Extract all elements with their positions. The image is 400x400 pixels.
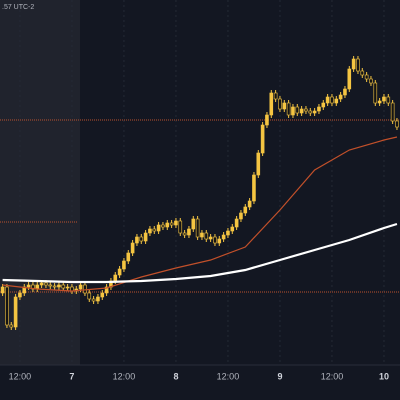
candle-body [373, 82, 378, 104]
candle-body [278, 98, 282, 110]
candle-body [395, 120, 399, 128]
candle-body [178, 220, 183, 234]
candle-body [5, 286, 9, 326]
candle-body [334, 98, 339, 104]
candle-body [360, 70, 365, 76]
candle-body [317, 106, 321, 112]
candle-body [330, 96, 334, 104]
candle-body [0, 286, 5, 294]
candle-body [104, 286, 109, 294]
x-tick-label: 10 [379, 371, 389, 381]
x-tick-label: 12:00 [217, 371, 240, 381]
candle-body [217, 238, 222, 244]
candle-body [299, 108, 304, 114]
candle-body [204, 232, 209, 240]
candle-body [247, 200, 252, 208]
candle-body [18, 292, 22, 298]
candle-body [191, 218, 196, 230]
candle-body [390, 102, 395, 122]
candle-body [44, 282, 48, 286]
candle-body [87, 292, 92, 300]
candle-body [239, 212, 243, 220]
candle-body [165, 222, 170, 228]
candle-body [213, 236, 217, 244]
candle-body [187, 228, 191, 236]
candle-body [282, 102, 287, 110]
x-tick-label: 12:00 [321, 371, 344, 381]
candle-body [260, 124, 265, 154]
candle-body [226, 230, 230, 236]
x-tick-label: 8 [173, 371, 178, 381]
candle-body [96, 296, 100, 302]
candle-body [208, 236, 213, 240]
candle-body [304, 108, 308, 112]
candle-body [230, 226, 235, 232]
candle-body [91, 298, 96, 302]
candle-body [252, 174, 256, 202]
candle-body [347, 68, 352, 90]
moving-average [2, 222, 398, 284]
candle-body [364, 74, 369, 80]
session-shade [0, 0, 80, 365]
candle-body [256, 152, 261, 176]
candle-body [286, 102, 291, 116]
candle-body [130, 242, 135, 254]
candle-body [48, 284, 53, 287]
candle-body [156, 224, 161, 232]
timestamp: .57 UTC-2 [2, 4, 34, 11]
candle-body [152, 228, 157, 232]
candle-body [117, 268, 122, 276]
candle-body [83, 284, 87, 294]
candle-body [243, 206, 248, 214]
candle-body [382, 96, 386, 102]
candle-body [148, 228, 152, 234]
x-tick-label: 12:00 [9, 371, 32, 381]
candle-body [139, 236, 144, 242]
x-tick-label: 9 [277, 371, 282, 381]
candle-body [174, 220, 178, 226]
candle-body [312, 110, 317, 114]
candle-body [369, 78, 373, 84]
candle-body [161, 224, 165, 228]
candle-body [221, 234, 226, 240]
candle-body [61, 284, 66, 289]
candle-body [57, 284, 61, 288]
candle-body [386, 96, 391, 104]
candle-body [265, 114, 269, 126]
candle-body [52, 285, 57, 288]
candle-body [200, 232, 204, 238]
candle-body [351, 58, 356, 70]
candle-body [169, 222, 174, 226]
candle-body [291, 106, 295, 116]
candle-body [234, 218, 239, 228]
candle-body [9, 324, 14, 328]
candle-body [26, 284, 31, 288]
candle-body [122, 260, 126, 270]
candle-body [39, 282, 44, 286]
candle-body [308, 110, 313, 114]
moving-average [2, 136, 398, 292]
candle-body [100, 292, 105, 298]
candle-body [338, 94, 343, 100]
candle-body [343, 88, 347, 96]
candle-body [377, 100, 382, 104]
candle-body [269, 92, 274, 116]
candle-body [135, 236, 139, 244]
candle-body [78, 284, 83, 290]
candle-body [113, 274, 118, 282]
candle-body [273, 92, 278, 100]
candle-body [321, 102, 326, 108]
candle-body [126, 252, 131, 262]
candle-body [13, 296, 18, 328]
x-tick-label: 12:00 [113, 371, 136, 381]
candle-body [143, 232, 148, 242]
candle-body [325, 96, 330, 104]
x-tick-label: 7 [69, 371, 74, 381]
candle-body [195, 218, 200, 238]
candle-body [182, 232, 187, 236]
candle-body [65, 286, 70, 289]
candle-body [356, 58, 360, 72]
candle-body [295, 106, 300, 114]
